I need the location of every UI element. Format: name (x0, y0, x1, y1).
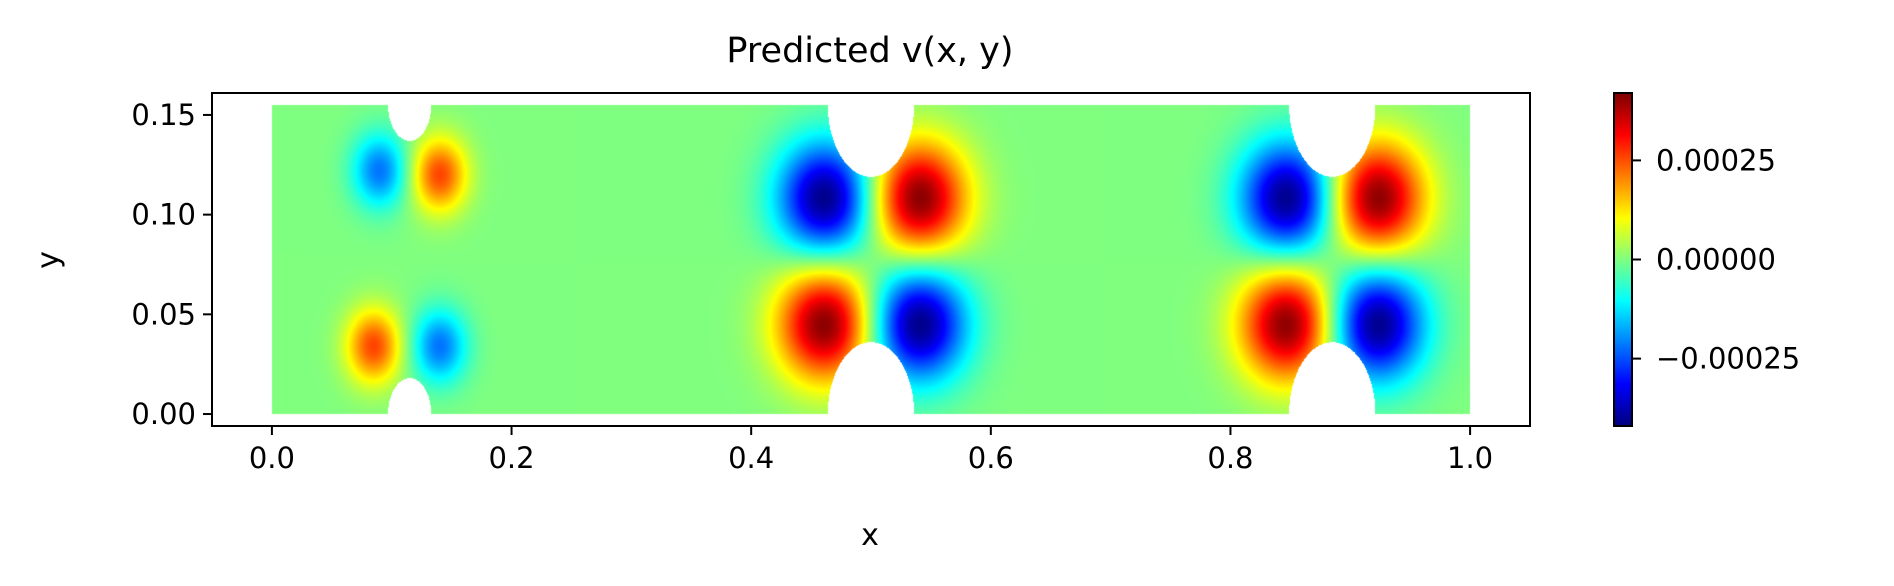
x-axis: 0.0 0.2 0.4 0.6 0.8 1.0 (249, 426, 1493, 475)
x-tick-label: 0.6 (968, 441, 1014, 475)
y-tick-label: 0.15 (131, 98, 196, 132)
plot-frame (211, 92, 1531, 427)
y-axis-label: y (31, 251, 66, 269)
heatmap-region (212, 93, 1530, 426)
colorbar-gradient-region (1614, 93, 1632, 426)
x-axis-label: x (861, 518, 879, 553)
x-tick-label: 0.2 (488, 441, 534, 475)
x-tick-label: 0.4 (728, 441, 774, 475)
y-tick-label: 0.00 (131, 397, 196, 431)
colorbar-tick-label: −0.00025 (1656, 342, 1800, 376)
y-tick-label: 0.05 (131, 297, 196, 331)
chart-title: Predicted v(x, y) (726, 31, 1013, 71)
colorbar: 0.00025 0.00000 −0.00025 (1613, 92, 1800, 427)
plot-area (211, 92, 1531, 427)
y-axis: 0.00 0.05 0.10 0.15 (131, 98, 212, 431)
x-tick-label: 0.0 (249, 441, 295, 475)
x-tick-label: 0.8 (1207, 441, 1253, 475)
colorbar-tick-label: 0.00025 (1656, 143, 1776, 177)
colorbar-gradient (1614, 93, 1632, 426)
x-tick-label: 1.0 (1447, 441, 1493, 475)
heatmap-image (212, 93, 1530, 426)
y-tick-label: 0.10 (131, 198, 196, 232)
colorbar-tick-label: 0.00000 (1656, 243, 1776, 277)
